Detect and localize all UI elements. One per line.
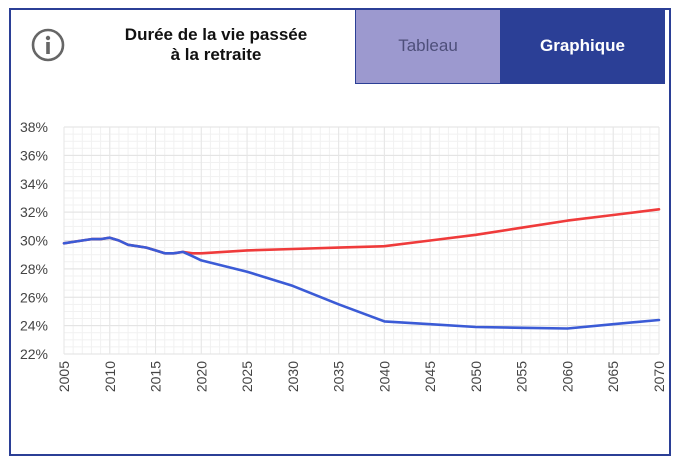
x-tick-label: 2010: [102, 361, 118, 392]
x-tick-label: 2045: [422, 361, 438, 392]
y-tick-label: 34%: [20, 176, 48, 192]
x-tick-label: 2055: [514, 361, 530, 392]
y-tick-label: 36%: [20, 147, 48, 163]
x-tick-label: 2005: [56, 361, 72, 392]
chart-title-line2: à la retraite: [170, 45, 262, 64]
x-tick-label: 2070: [651, 361, 667, 392]
series-line-1: [62, 208, 661, 255]
tab-tableau[interactable]: Tableau: [355, 10, 501, 84]
chart-title: Durée de la vie passée à la retraite: [85, 25, 347, 65]
y-tick-label: 26%: [20, 289, 48, 305]
x-tick-label: 2035: [331, 361, 347, 392]
chart-title-line1: Durée de la vie passée: [124, 25, 308, 44]
y-tick-label: 24%: [20, 318, 48, 334]
tab-graphique[interactable]: Graphique: [500, 10, 665, 84]
x-tick-label: 2030: [285, 361, 301, 392]
x-tick-label: 2060: [559, 361, 575, 392]
x-tick-label: 2050: [468, 361, 484, 392]
x-tick-label: 2015: [148, 361, 164, 392]
y-tick-label: 30%: [20, 233, 48, 249]
y-tick-label: 28%: [20, 261, 48, 277]
y-tick-label: 22%: [20, 346, 48, 362]
x-tick-label: 2020: [193, 361, 209, 392]
chart-panel: Durée de la vie passée à la retraite Tab…: [9, 8, 671, 456]
y-tick-label: 32%: [20, 204, 48, 220]
series-line-2: [62, 236, 661, 330]
info-icon[interactable]: [31, 28, 65, 62]
x-tick-label: 2040: [376, 361, 392, 392]
y-tick-label: 38%: [20, 119, 48, 135]
x-tick-label: 2025: [239, 361, 255, 392]
x-tick-label: 2065: [605, 361, 621, 392]
line-chart: 22% 24% 26% 28% 30% 32% 34% 36% 38% 2005 2010 2015 2…: [20, 119, 667, 392]
